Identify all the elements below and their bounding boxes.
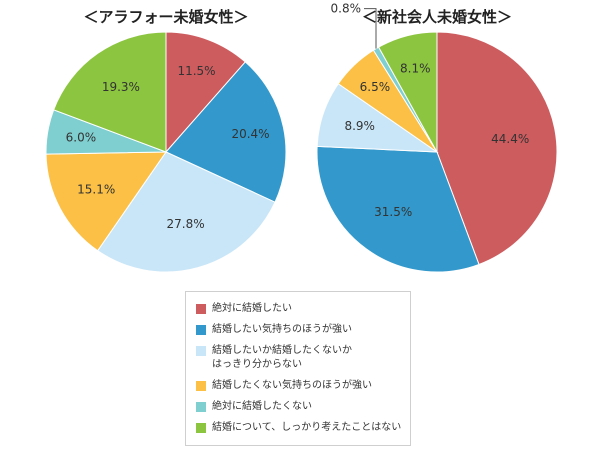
chart-title: ＜新社会人未婚女性＞: [362, 8, 512, 26]
pie-slice: [96, 151, 276, 273]
data-label: 27.8%: [167, 217, 205, 231]
data-label: 20.4%: [231, 127, 269, 141]
data-label: 8.9%: [344, 119, 375, 133]
legend-item: 結婚したくない気持ちのほうが強い: [196, 379, 410, 393]
legend-item: 結婚したいか結婚したくないか はっきり分からない: [196, 344, 410, 372]
data-label: 31.5%: [374, 205, 412, 219]
pie-slice: [436, 31, 558, 266]
legend-item: 絶対に結婚したい: [196, 302, 410, 316]
legend-label: 結婚したいか結婚したくないか はっきり分からない: [212, 345, 352, 370]
leader-line: [364, 8, 377, 49]
legend-swatch: [196, 402, 206, 412]
pie-slice: [53, 31, 167, 153]
data-label: 15.1%: [77, 182, 115, 196]
legend-label: 結婚したい気持ちのほうが強い: [212, 324, 352, 335]
chart-legend: 絶対に結婚したい 結婚したい気持ちのほうが強い 結婚したいか結婚したくないか は…: [185, 291, 411, 446]
legend-label: 絶対に結婚したい: [212, 303, 292, 314]
legend-swatch: [196, 304, 206, 314]
legend-item: 結婚について、しっかり考えたことはない: [196, 421, 410, 435]
legend-swatch: [196, 346, 206, 356]
data-label: 0.8%: [331, 2, 362, 16]
data-label: 44.4%: [491, 132, 529, 146]
data-label: 6.5%: [360, 80, 391, 94]
legend-label: 結婚について、しっかり考えたことはない: [212, 422, 402, 433]
legend-swatch: [196, 325, 206, 335]
data-label: 19.3%: [102, 80, 140, 94]
pie-slice: [45, 151, 167, 252]
pie-slice: [377, 31, 438, 154]
data-label: 11.5%: [177, 64, 215, 78]
legend-swatch: [196, 423, 206, 433]
legend-label: 結婚したくない気持ちのほうが強い: [212, 380, 372, 391]
data-label: 8.1%: [400, 61, 431, 75]
legend-label: 絶対に結婚したくない: [212, 401, 312, 412]
pie-slice: [165, 61, 287, 203]
legend-item: 結婚したい気持ちのほうが強い: [196, 323, 410, 337]
data-label: 6.0%: [66, 130, 97, 144]
chart-title: ＜アラフォー未婚女性＞: [83, 8, 248, 26]
legend-item: 絶対に結婚したくない: [196, 400, 410, 414]
pie-slice: [316, 145, 480, 273]
pie-slice: [165, 31, 246, 154]
legend-swatch: [196, 381, 206, 391]
